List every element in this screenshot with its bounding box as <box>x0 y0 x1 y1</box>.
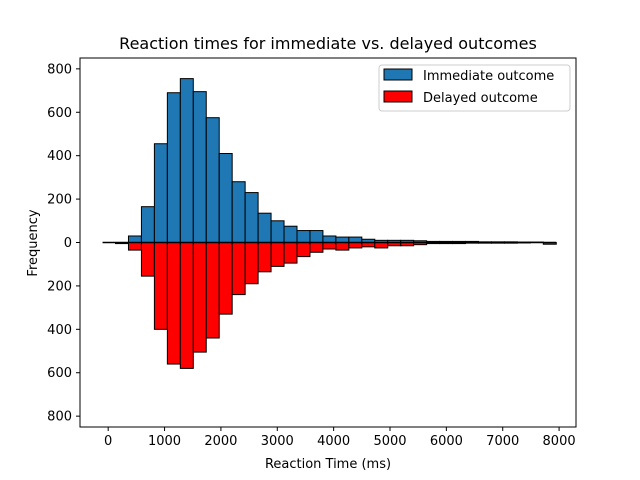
y-tick-label: 0 <box>64 236 72 251</box>
legend-label-delayed: Delayed outcome <box>423 91 538 106</box>
legend: Immediate outcome Delayed outcome <box>378 64 571 112</box>
bar-delayed <box>270 242 285 267</box>
bar-delayed <box>153 242 168 330</box>
x-tick-label: 4000 <box>317 434 350 449</box>
legend-swatch-immediate <box>383 68 413 81</box>
bar-immediate <box>270 220 285 243</box>
bar-delayed <box>140 242 155 277</box>
x-tick-label: 2000 <box>204 434 237 449</box>
bar-immediate <box>166 92 181 243</box>
x-tick-label: 8000 <box>543 434 576 449</box>
bar-delayed <box>283 242 298 264</box>
y-axis-label: Frequency <box>26 209 41 276</box>
legend-swatch-delayed <box>383 90 413 103</box>
legend-box <box>378 64 571 112</box>
bar-delayed <box>179 242 194 369</box>
bar-immediate <box>296 230 311 244</box>
x-tick-label: 3000 <box>261 434 294 449</box>
bar-delayed <box>205 242 220 339</box>
bar-immediate <box>179 78 194 243</box>
x-tick-label: 7000 <box>486 434 519 449</box>
x-tick-label: 1000 <box>148 434 181 449</box>
bar-delayed <box>192 242 207 353</box>
legend-label-immediate: Immediate outcome <box>423 69 554 84</box>
bar-immediate <box>218 153 233 244</box>
x-tick-label: 6000 <box>430 434 463 449</box>
bar-delayed <box>322 242 337 250</box>
bar-immediate <box>257 212 272 243</box>
bar-immediate <box>127 235 142 243</box>
bar-delayed <box>244 242 259 285</box>
y-tick-label: 400 <box>47 149 72 164</box>
y-tick-label: 800 <box>47 410 72 425</box>
y-axis-ticks: 800 600 400 200 0 200 400 600 800 <box>47 62 80 425</box>
bar-immediate <box>205 117 220 243</box>
x-tick-label: 0 <box>104 434 112 449</box>
bar-delayed <box>127 242 142 251</box>
bar-delayed <box>335 242 350 251</box>
bar-immediate <box>322 235 337 243</box>
bar-delayed <box>231 242 246 296</box>
bar-immediate <box>231 181 246 243</box>
bar-delayed <box>166 242 181 365</box>
x-axis-ticks: 0 1000 2000 3000 4000 5000 6000 7000 8000 <box>104 427 576 449</box>
bar-immediate <box>192 91 207 243</box>
x-axis-label: Reaction Time (ms) <box>265 457 391 472</box>
bar-delayed <box>348 242 363 249</box>
y-tick-label: 600 <box>47 366 72 381</box>
bar-immediate <box>153 143 168 243</box>
chart-title: Reaction times for immediate vs. delayed… <box>119 34 537 53</box>
bar-immediate <box>335 236 350 244</box>
y-tick-label: 800 <box>47 62 72 77</box>
bar-delayed <box>309 242 324 253</box>
y-tick-label: 600 <box>47 106 72 121</box>
y-tick-label: 200 <box>47 193 72 208</box>
bar-delayed <box>218 242 233 315</box>
y-tick-label: 400 <box>47 323 72 338</box>
y-tick-label: 200 <box>47 279 72 294</box>
x-tick-label: 5000 <box>373 434 406 449</box>
bar-immediate <box>140 206 155 243</box>
bar-immediate <box>309 230 324 244</box>
bar-delayed <box>296 242 311 258</box>
bar-delayed <box>257 242 272 273</box>
bar-immediate <box>283 225 298 243</box>
bar-delayed <box>374 242 389 249</box>
bar-immediate <box>244 192 259 244</box>
bar-immediate <box>348 236 363 244</box>
